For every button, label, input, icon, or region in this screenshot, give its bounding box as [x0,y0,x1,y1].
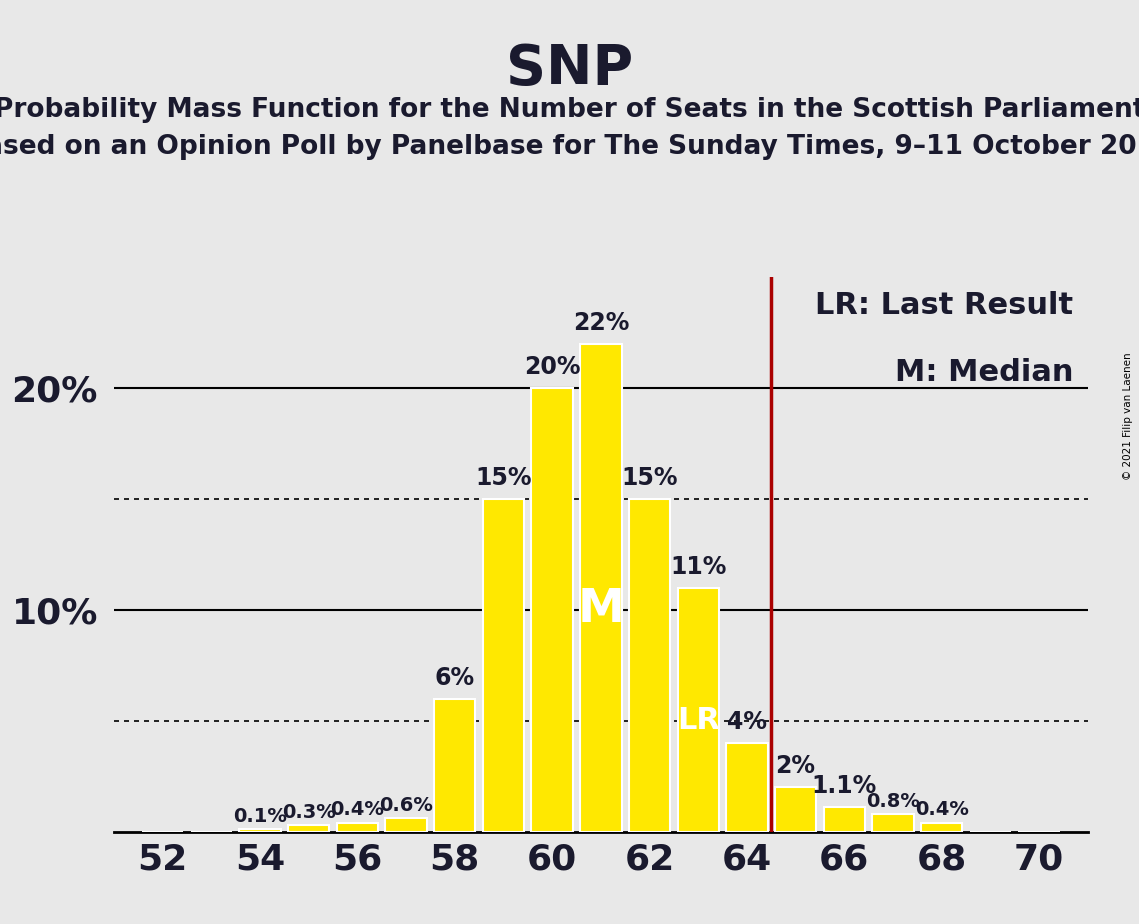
Text: 15%: 15% [475,466,532,490]
Text: 0.6%: 0.6% [379,796,433,815]
Bar [727,743,768,832]
Bar [288,825,329,832]
Text: 6%: 6% [435,665,475,689]
Bar [921,822,962,832]
Text: 22%: 22% [573,310,629,334]
Text: 1.1%: 1.1% [812,774,877,798]
Text: Based on an Opinion Poll by Panelbase for The Sunday Times, 9–11 October 2019: Based on an Opinion Poll by Panelbase fo… [0,134,1139,160]
Text: 11%: 11% [670,554,727,578]
Text: Probability Mass Function for the Number of Seats in the Scottish Parliament: Probability Mass Function for the Number… [0,97,1139,123]
Text: LR: LR [677,706,720,736]
Text: 0.1%: 0.1% [233,807,287,826]
Text: SNP: SNP [506,42,633,95]
Bar [629,499,670,832]
Text: 0.3%: 0.3% [281,803,336,821]
Bar [872,814,913,832]
Bar [775,787,817,832]
Bar [532,388,573,832]
Text: © 2021 Filip van Laenen: © 2021 Filip van Laenen [1123,352,1133,480]
Bar [434,699,475,832]
Bar [678,588,719,832]
Bar [580,344,622,832]
Text: 0.8%: 0.8% [866,792,920,810]
Text: M: Median: M: Median [894,358,1073,386]
Text: 15%: 15% [621,466,678,490]
Bar [483,499,524,832]
Text: M: M [577,588,624,632]
Text: 0.4%: 0.4% [915,800,968,820]
Text: 4%: 4% [727,710,767,734]
Bar [337,822,378,832]
Text: LR: Last Result: LR: Last Result [816,291,1073,320]
Bar [239,830,280,832]
Text: 2%: 2% [776,754,816,778]
Text: 0.4%: 0.4% [330,800,384,820]
Text: 20%: 20% [524,355,581,379]
Bar [823,808,865,832]
Bar [385,819,427,832]
